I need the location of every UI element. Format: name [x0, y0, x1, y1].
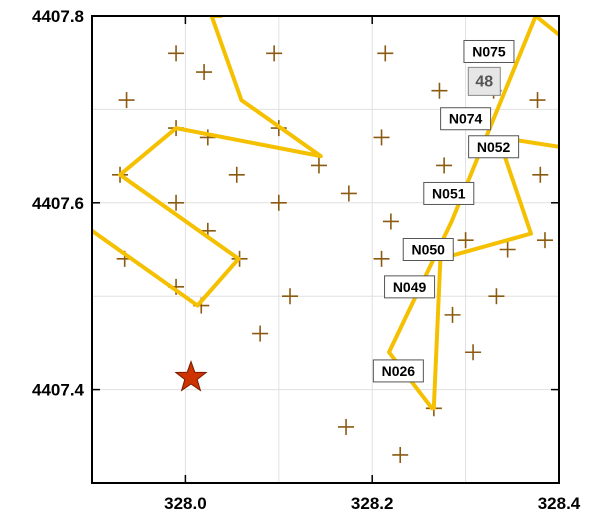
station-marker — [228, 166, 245, 183]
label-text: N074 — [449, 111, 483, 127]
x-tick-label: 328.0 — [164, 494, 207, 513]
label-box — [440, 107, 492, 131]
station-marker — [488, 288, 505, 305]
station-marker — [118, 92, 135, 109]
station-marker — [270, 194, 287, 211]
station-marker — [252, 325, 269, 342]
station-label: N050 — [402, 238, 454, 261]
label-text: N050 — [412, 242, 446, 258]
station-marker — [168, 45, 185, 62]
label-text: N026 — [382, 363, 416, 379]
label-text: N075 — [472, 43, 506, 59]
y-tick-label: 4407.4 — [32, 381, 85, 400]
station-marker — [444, 306, 461, 323]
label-box — [384, 275, 436, 299]
station-marker — [282, 288, 299, 305]
station-marker — [310, 157, 327, 174]
station-label: N026 — [372, 359, 424, 383]
label-box — [402, 238, 454, 261]
label-text: N049 — [393, 279, 427, 295]
station-marker — [340, 185, 357, 202]
station-marker — [382, 213, 399, 230]
station-marker — [457, 232, 474, 249]
station-marker — [373, 250, 390, 267]
label-text: 48 — [475, 73, 493, 90]
label-box — [463, 39, 515, 63]
x-tick-label: 328.4 — [538, 494, 581, 513]
y-tick-label: 4407.6 — [32, 194, 84, 213]
label-box — [468, 135, 520, 159]
station-marker — [392, 446, 409, 463]
station-label: N074 — [440, 107, 492, 131]
y-tick-label: 4407.8 — [32, 7, 84, 26]
station-label: N051 — [423, 181, 475, 205]
track-line — [92, 16, 323, 308]
epicenter-star — [174, 360, 208, 392]
station-label: N075 — [463, 39, 515, 63]
station-marker — [199, 129, 216, 146]
label-box — [423, 181, 475, 205]
station-marker — [196, 64, 213, 81]
station-marker — [377, 45, 394, 62]
station-marker — [532, 166, 549, 183]
station-marker — [465, 344, 482, 361]
station-marker — [266, 45, 283, 62]
event-count-label: 48 — [467, 66, 501, 96]
station-marker — [529, 92, 546, 109]
station-marker — [373, 129, 390, 146]
station-marker — [436, 157, 453, 174]
label-box — [467, 66, 501, 96]
station-marker — [536, 232, 553, 249]
station-marker — [338, 418, 355, 435]
station-label: N052 — [468, 135, 520, 159]
station-marker — [499, 241, 516, 258]
station-marker — [168, 194, 185, 211]
label-text: N052 — [477, 139, 511, 155]
label-text: N051 — [432, 185, 466, 201]
label-box — [372, 359, 424, 383]
station-marker — [431, 82, 448, 99]
x-tick-label: 328.2 — [351, 494, 394, 513]
station-label: N049 — [384, 275, 436, 299]
axes-frame — [91, 15, 560, 484]
